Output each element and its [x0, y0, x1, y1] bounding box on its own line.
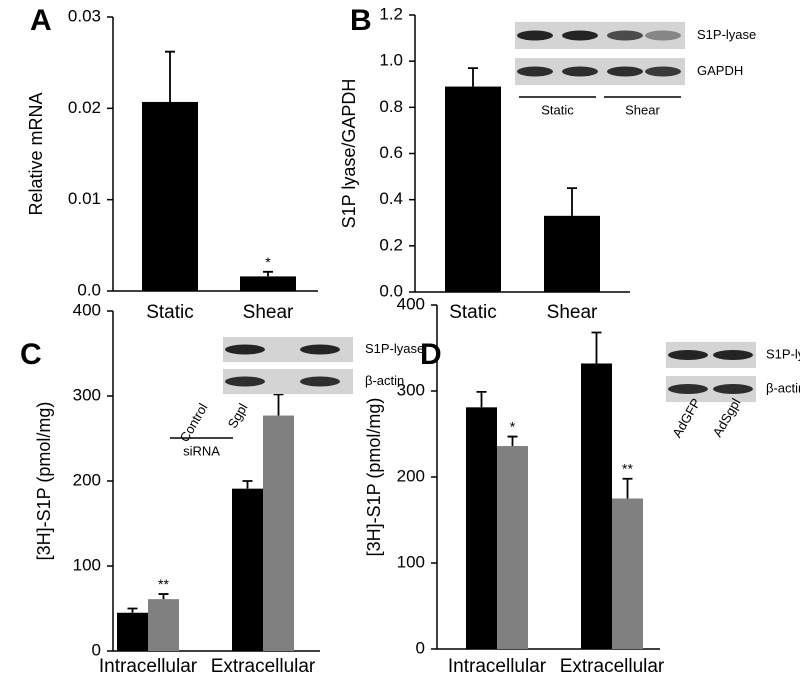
bar [263, 415, 294, 651]
lane-label: Static [541, 102, 574, 117]
x-tick-label: Intracellular [448, 656, 547, 677]
blot-band [562, 30, 598, 41]
significance: ** [622, 461, 633, 477]
y-tick-label: 0 [416, 638, 425, 657]
blot-band [517, 66, 553, 77]
bar [497, 446, 528, 649]
bar [240, 276, 296, 291]
error-bar [263, 270, 273, 277]
lane-label: AdSgpl [710, 396, 744, 440]
blot-band [517, 30, 553, 41]
blot-band [713, 384, 753, 394]
blot-label: S1P-lyase [766, 346, 800, 361]
bar [232, 488, 263, 651]
error-bar [158, 593, 169, 600]
y-tick-label: 1.2 [379, 4, 403, 23]
blot-label: β-actin [365, 373, 404, 388]
panel-letter: D [420, 338, 442, 371]
panel: C[3H]-S1P (pmol/mg)0100200300400****Intr… [20, 300, 424, 677]
blot-band [300, 344, 340, 355]
y-axis-label: Relative mRNA [26, 92, 46, 215]
significance: * [265, 254, 271, 270]
bar [117, 612, 148, 651]
lane-label: AdGFP [669, 396, 703, 440]
blot-label: GAPDH [697, 63, 743, 78]
error-bar [468, 67, 478, 87]
bar [445, 86, 501, 292]
error-bar [242, 480, 253, 489]
blot-band [225, 344, 265, 355]
y-tick-label: 0.2 [379, 235, 403, 254]
x-tick-label: Extracellular [211, 656, 316, 677]
blot-band [713, 350, 753, 360]
panel-letter: B [350, 4, 372, 37]
blot-label: S1P-lyase [697, 27, 756, 42]
panel: B S1P lyase/GAPDH 0.0 0.2 0.4 0.6 0.8 1.0 1.2 Sta… [339, 4, 756, 323]
y-tick-label: 300 [73, 385, 101, 404]
bar [142, 101, 198, 291]
bar [544, 215, 600, 292]
bar [581, 363, 612, 649]
significance: * [510, 419, 516, 435]
significance: ** [158, 576, 169, 592]
error-bar [622, 477, 633, 499]
y-axis-label: [3H]-S1P (pmol/mg) [364, 398, 384, 557]
blot-band [225, 376, 265, 387]
lane-label: Sgpl [225, 401, 251, 431]
y-axis-label: S1P lyase/GAPDH [339, 79, 359, 229]
error-bar [127, 607, 138, 613]
y-tick-label: 100 [73, 555, 101, 574]
error-bar [591, 331, 602, 364]
y-tick-label: 0.02 [68, 98, 101, 117]
error-bar [567, 187, 577, 216]
y-tick-label: 300 [397, 380, 425, 399]
blot-band [607, 66, 643, 77]
panel-letter: A [30, 4, 52, 37]
group-label: siRNA [183, 443, 220, 458]
y-tick-label: 0 [92, 640, 101, 659]
bar [148, 599, 179, 651]
bar [612, 498, 643, 649]
blot-band [562, 66, 598, 77]
y-tick-label: 0.03 [68, 6, 101, 25]
x-tick-label: Static [146, 302, 194, 323]
bar [466, 407, 497, 649]
y-tick-label: 1.0 [379, 51, 403, 70]
blot-band [668, 350, 708, 360]
blot-label: β-actin [766, 380, 800, 395]
blot-band [645, 30, 681, 41]
error-bar [165, 50, 175, 102]
blot-band [668, 384, 708, 394]
blot-band [300, 376, 340, 387]
error-bar [476, 390, 487, 408]
x-tick-label: Intracellular [99, 656, 198, 677]
y-tick-label: 200 [73, 470, 101, 489]
blot-band [645, 66, 681, 77]
x-tick-label: Shear [547, 302, 598, 323]
panel: D[3H]-S1P (pmol/mg)0100200300400***Intra… [364, 294, 800, 677]
y-tick-label: 0.01 [68, 189, 101, 208]
x-tick-label: Extracellular [560, 656, 665, 677]
x-tick-label: Shear [243, 302, 294, 323]
y-tick-label: 400 [73, 300, 101, 319]
y-tick-label: 0.6 [379, 143, 403, 162]
lane-label: Shear [625, 102, 660, 117]
panel-letter: C [20, 338, 42, 371]
y-tick-label: 400 [397, 294, 425, 313]
y-axis-label: [3H]-S1P (pmol/mg) [34, 402, 54, 561]
y-tick-label: 0.4 [379, 189, 403, 208]
error-bar [273, 393, 284, 416]
y-tick-label: 200 [397, 466, 425, 485]
x-tick-label: Static [449, 302, 497, 323]
y-tick-label: 0.8 [379, 97, 403, 116]
panel: A Relative mRNA 0.0 0.01 0.02 0.03 * Static Shea… [26, 4, 318, 323]
blot-label: S1P-lyase [365, 341, 424, 356]
y-tick-label: 0.0 [379, 281, 403, 300]
y-tick-label: 0.0 [77, 280, 101, 299]
blot-band [607, 30, 643, 41]
y-tick-label: 100 [397, 552, 425, 571]
error-bar [507, 435, 518, 447]
